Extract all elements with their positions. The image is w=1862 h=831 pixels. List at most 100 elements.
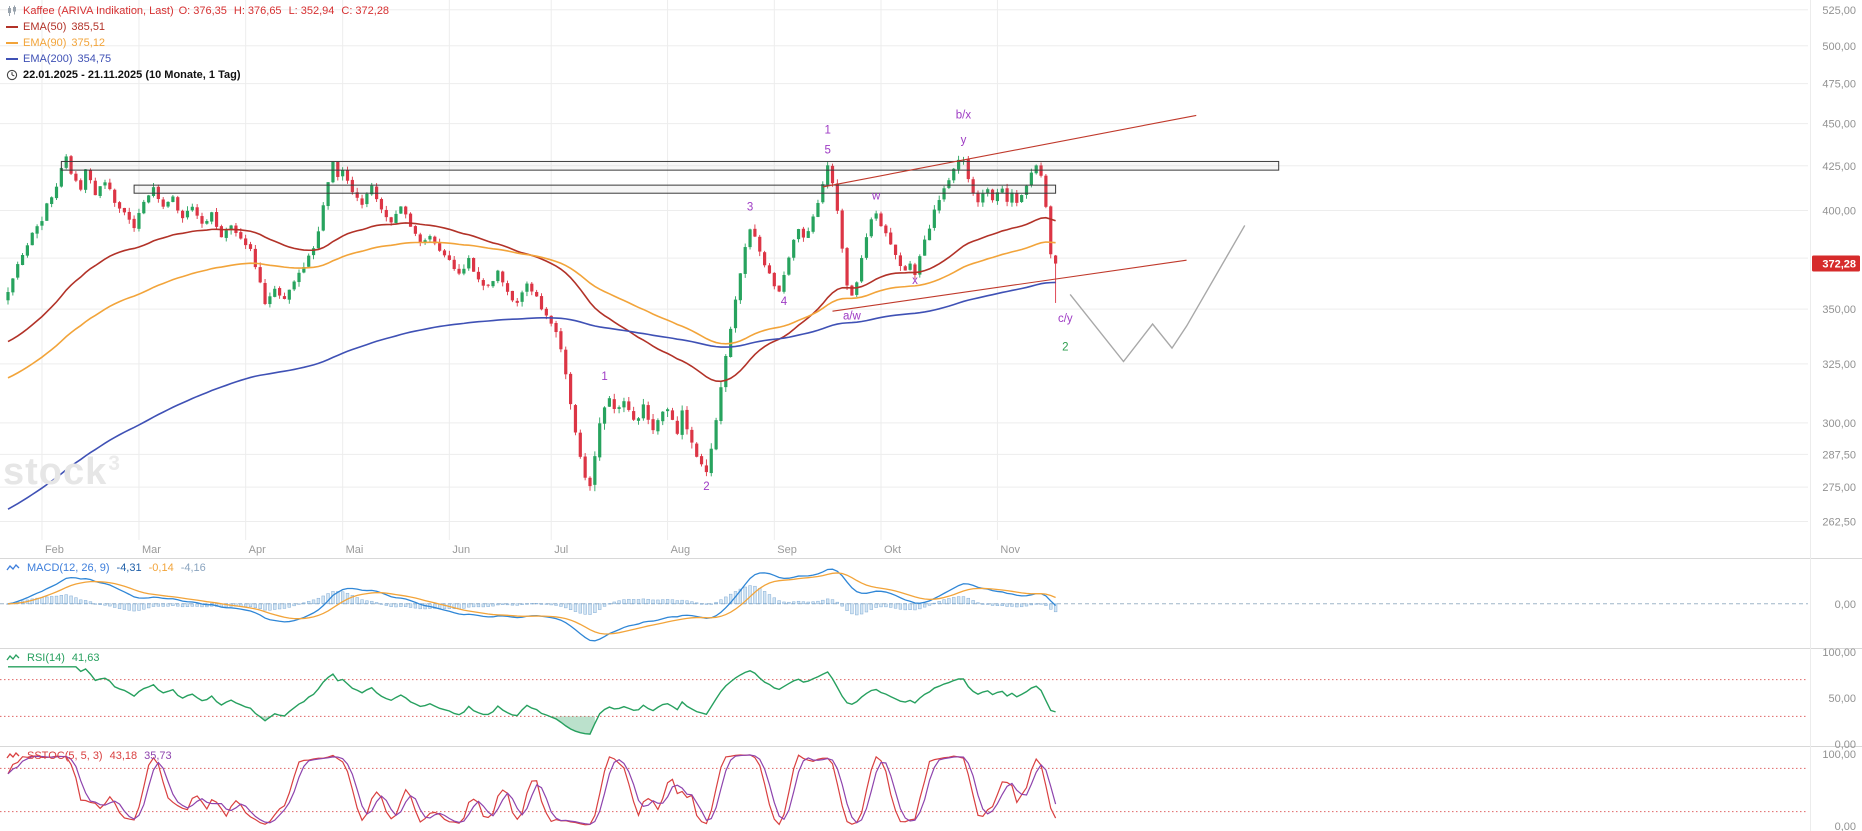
macd-legend: MACD(12, 26, 9) -4,31 -0,14 -4,16 [6,562,206,574]
wave-annotation: 2 [1062,341,1068,353]
svg-text:300,00: 300,00 [1822,418,1856,430]
sstoc-value-1: 43,18 [109,750,138,762]
svg-text:Mar: Mar [142,544,161,556]
wave-annotation: c/y [1058,313,1073,325]
svg-text:Nov: Nov [1000,544,1020,556]
wave-annotation: 4 [781,296,788,308]
wave-annotation: 1 [824,124,830,136]
ema200-swatch [6,58,18,60]
wave-annotation: 1 [601,371,607,383]
svg-text:100,00: 100,00 [1822,647,1856,659]
rsi-legend: RSI(14) 41,63 [6,652,99,664]
svg-text:Apr: Apr [249,544,266,556]
svg-text:Aug: Aug [671,544,691,556]
candlestick-series [6,154,1058,492]
svg-text:275,00: 275,00 [1822,482,1856,494]
svg-text:425,00: 425,00 [1822,161,1856,173]
ema50-value: 385,51 [71,21,106,33]
date-range-text: 22.01.2025 - 21.11.2025 (10 Monate, 1 Ta… [23,69,241,81]
svg-text:0,00: 0,00 [1835,599,1856,611]
wave-annotation: x [912,275,918,287]
svg-text:350,00: 350,00 [1822,304,1856,316]
svg-text:372,28: 372,28 [1822,259,1856,271]
rsi-value: 41,63 [71,652,100,664]
svg-text:325,00: 325,00 [1822,359,1856,371]
high-value: 376,65 [247,5,282,17]
ema90-swatch [6,42,18,44]
open-label: O: [178,5,191,17]
open-value: 376,35 [193,5,227,17]
close-value: 372,28 [355,5,390,17]
wave-annotation: 3 [747,202,753,214]
instrument-row: Kaffee (ARIVA Indikation, Last) O: 376,35… [6,3,396,19]
price-axis[interactable]: 525,00 500,00 475,00 450,00 425,00 400,00 350,… [45,5,1860,556]
ema-90-line [7,241,1056,379]
macd-panel: 0,00 [0,568,1856,642]
wave-annotation: a/w [843,311,862,323]
sstoc-legend: SSTOC(5, 5, 3) 43,18 35,73 [6,750,172,762]
date-range-row: 22.01.2025 - 21.11.2025 (10 Monate, 1 Ta… [6,67,396,83]
ema200-label: EMA(200) [23,53,73,65]
svg-text:100,00: 100,00 [1822,749,1856,761]
macd-indicator-icon [6,564,20,571]
ema50-label: EMA(50) [23,21,67,33]
svg-text:450,00: 450,00 [1822,119,1856,131]
svg-text:Jun: Jun [452,544,470,556]
ema90-value: 375,12 [71,37,106,49]
svg-text:Feb: Feb [45,544,64,556]
svg-text:Jul: Jul [554,544,568,556]
wave-annotation: 2 [703,481,709,493]
resistance-zone [133,184,1057,194]
ema200-value: 354,75 [77,53,112,65]
wave-annotation: b/x [956,110,972,122]
high-label: H: [233,5,245,17]
ohlc-readout: O: 376,35 H: 376,65 L: 352,94 C: 372,28 [179,5,396,17]
svg-text:0,00: 0,00 [1835,739,1856,751]
rsi-panel: 100,00 50,00 0,00 [0,647,1856,751]
trendline [832,259,1187,312]
ema200-legend-row[interactable]: EMA(200) 354,75 [6,51,396,67]
svg-text:Mai: Mai [346,544,364,556]
macd-value-2: -0,14 [148,562,174,574]
sstoc-title[interactable]: SSTOC(5, 5, 3) [27,750,103,762]
wave-annotation: y [961,135,967,147]
wave-annotation: 5 [824,145,830,157]
instrument-name[interactable]: Kaffee (ARIVA Indikation, Last) [23,5,174,17]
ema-200-line [7,281,1056,510]
ema50-swatch [6,26,18,28]
macd-value-1: -4,31 [116,562,142,574]
current-price-badge [1812,255,1860,272]
rsi-indicator-icon [6,654,20,661]
ema90-legend-row[interactable]: EMA(90) 375,12 [6,35,396,51]
stock3-watermark: stock3 [3,451,121,493]
trendline [822,114,1197,188]
sstoc-panel: 100,00 0,00 [0,749,1856,831]
macd-title[interactable]: MACD(12, 26, 9) [27,562,110,574]
main-legend: Kaffee (ARIVA Indikation, Last) O: 376,35… [6,3,396,83]
ema90-label: EMA(90) [23,37,67,49]
chart-overlays: 1 5 b/x y 3 4 w x a/w 1 2 c/y 2 [7,110,1280,510]
svg-text:500,00: 500,00 [1822,41,1856,53]
svg-text:262,50: 262,50 [1822,516,1856,528]
low-value: 352,94 [300,5,335,17]
ema50-legend-row[interactable]: EMA(50) 385,51 [6,19,396,35]
price-projection [1069,225,1246,363]
rsi-title[interactable]: RSI(14) [27,652,65,664]
svg-text:0,00: 0,00 [1835,821,1856,831]
svg-text:525,00: 525,00 [1822,5,1856,17]
clock-icon [6,69,18,81]
close-label: C: [341,5,353,17]
wave-annotation: w [871,191,881,203]
ema-50-line [7,216,1056,383]
svg-text:Okt: Okt [884,544,901,556]
svg-text:400,00: 400,00 [1822,206,1856,218]
macd-value-3: -4,16 [180,562,206,574]
svg-text:475,00: 475,00 [1822,79,1856,91]
sstoc-value-2: 35,73 [144,750,172,762]
svg-text:Sep: Sep [777,544,797,556]
low-label: L: [288,5,298,17]
